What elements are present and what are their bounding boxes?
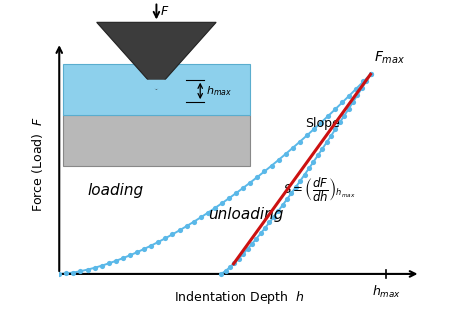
Point [296, 139, 304, 144]
Text: Slope: Slope [305, 117, 340, 130]
Point [270, 214, 278, 219]
Point [331, 107, 339, 112]
Point [147, 243, 155, 248]
Point [296, 178, 304, 183]
Point [63, 271, 70, 276]
Point [244, 247, 251, 252]
Point [140, 246, 148, 251]
Point [289, 145, 297, 151]
Point [360, 79, 367, 84]
Point [190, 219, 198, 224]
Point [253, 236, 260, 241]
Point [303, 133, 310, 138]
Point [292, 184, 300, 189]
Point [310, 160, 317, 165]
Point [155, 239, 162, 244]
Point [340, 113, 348, 118]
Point [119, 256, 127, 261]
Text: $F_{max}$: $F_{max}$ [374, 50, 405, 66]
Point [268, 163, 275, 168]
Point [261, 226, 269, 231]
Point [261, 169, 268, 174]
Point [232, 190, 240, 196]
Point [346, 93, 353, 98]
Point [310, 127, 318, 132]
Point [55, 271, 63, 277]
Point [176, 228, 183, 233]
Polygon shape [97, 22, 216, 89]
Point [218, 201, 226, 206]
Point [282, 152, 290, 157]
Point [218, 271, 225, 277]
Text: loading: loading [87, 182, 143, 197]
Point [248, 241, 255, 247]
Point [246, 180, 254, 185]
Point [222, 269, 229, 274]
Point [211, 205, 219, 211]
Point [91, 265, 99, 270]
Point [105, 261, 112, 266]
Point [230, 261, 238, 266]
Point [275, 157, 283, 162]
Point [197, 215, 205, 220]
Point [317, 120, 325, 125]
Point [235, 256, 243, 261]
Point [338, 100, 346, 105]
Point [133, 250, 141, 255]
Point [301, 172, 309, 177]
Point [254, 174, 261, 180]
Text: $h_{max}$: $h_{max}$ [372, 284, 401, 300]
Point [204, 210, 211, 215]
Text: $S = \left(\dfrac{dF}{dh}\right)_{h_{max}}$: $S = \left(\dfrac{dF}{dh}\right)_{h_{max… [283, 176, 356, 204]
Point [239, 251, 247, 256]
Point [283, 197, 291, 202]
Point [345, 106, 352, 111]
Point [84, 267, 91, 272]
Point [353, 86, 360, 91]
Point [77, 269, 84, 274]
Text: Indentation Depth  $h$: Indentation Depth $h$ [174, 289, 305, 306]
Point [336, 120, 344, 125]
Point [126, 253, 134, 258]
Text: $h_{max}$: $h_{max}$ [206, 84, 232, 98]
Point [70, 270, 77, 275]
Point [225, 196, 233, 201]
Point [305, 166, 313, 171]
Point [257, 231, 264, 236]
Point [226, 265, 234, 270]
Point [367, 72, 374, 77]
Point [363, 79, 370, 84]
Text: Force (Load)  $F$: Force (Load) $F$ [30, 116, 45, 212]
Point [288, 190, 295, 196]
Point [319, 146, 326, 152]
Text: $F$: $F$ [160, 5, 170, 18]
Point [266, 220, 273, 225]
Polygon shape [127, 80, 186, 89]
Bar [63, 115, 250, 166]
Point [354, 93, 361, 98]
Point [169, 232, 176, 237]
Point [349, 100, 357, 105]
Point [98, 263, 106, 268]
Point [358, 86, 365, 91]
Point [162, 236, 169, 241]
Point [239, 185, 247, 190]
Point [332, 127, 339, 132]
Text: unloading: unloading [209, 206, 284, 221]
Bar [63, 64, 250, 115]
Point [274, 208, 282, 213]
Point [327, 133, 335, 138]
Point [279, 203, 286, 208]
Point [367, 72, 374, 77]
Point [323, 140, 330, 145]
Point [112, 258, 119, 263]
Point [314, 153, 322, 158]
Point [324, 114, 332, 119]
Point [183, 224, 191, 229]
